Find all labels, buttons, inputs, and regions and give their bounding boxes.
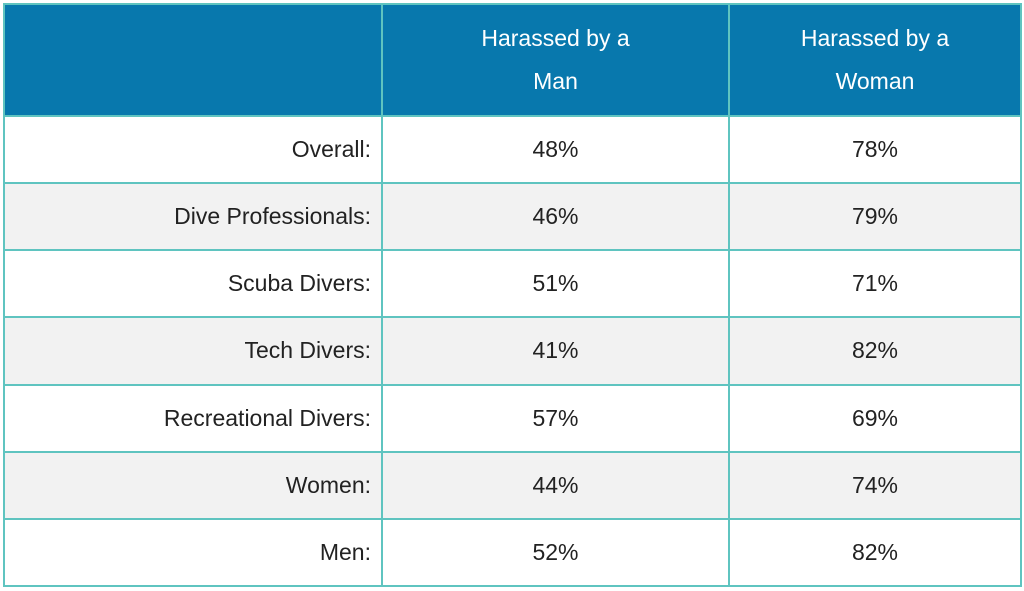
header-man-line-2: Man: [533, 68, 578, 94]
table-row: Dive Professionals: 46% 79%: [3, 182, 1022, 252]
table-row: Scuba Divers: 51% 71%: [3, 249, 1022, 319]
row-label-women: Women:: [3, 450, 383, 520]
tech-divers-man-value: 41%: [381, 316, 730, 386]
dive-professionals-woman-value: 79%: [728, 182, 1022, 252]
scuba-divers-man-value: 51%: [381, 249, 730, 319]
table-row: Recreational Divers: 57% 69%: [3, 383, 1022, 453]
header-row: Harassed by a Man Harassed by a Woman: [3, 3, 1022, 117]
recreational-divers-man-value: 57%: [381, 383, 730, 453]
harassment-table: Harassed by a Man Harassed by a Woman Ov…: [3, 3, 1022, 588]
table-row: Men: 52% 82%: [3, 517, 1022, 588]
row-label-men: Men:: [3, 517, 383, 588]
scuba-divers-woman-value: 71%: [728, 249, 1022, 319]
header-woman-line-2: Woman: [835, 68, 915, 94]
header-harassed-by-woman: Harassed by a Woman: [728, 3, 1022, 117]
overall-woman-value: 78%: [728, 114, 1022, 185]
row-label-recreational-divers: Recreational Divers:: [3, 383, 383, 453]
header-empty-cell: [3, 3, 383, 117]
table-row: Tech Divers: 41% 82%: [3, 316, 1022, 386]
row-label-dive-professionals: Dive Professionals:: [3, 182, 383, 252]
tech-divers-woman-value: 82%: [728, 316, 1022, 386]
row-label-tech-divers: Tech Divers:: [3, 316, 383, 386]
table-row: Overall: 48% 78%: [3, 114, 1022, 185]
recreational-divers-woman-value: 69%: [728, 383, 1022, 453]
row-label-scuba-divers: Scuba Divers:: [3, 249, 383, 319]
survey-table-container: Harassed by a Man Harassed by a Woman Ov…: [3, 3, 1022, 588]
women-woman-value: 74%: [728, 450, 1022, 520]
row-label-overall: Overall:: [3, 114, 383, 185]
header-woman-line-1: Harassed by a: [800, 25, 950, 51]
header-man-line-1: Harassed by a: [481, 25, 630, 51]
overall-man-value: 48%: [381, 114, 730, 185]
dive-professionals-man-value: 46%: [381, 182, 730, 252]
men-woman-value: 82%: [728, 517, 1022, 588]
women-man-value: 44%: [381, 450, 730, 520]
men-man-value: 52%: [381, 517, 730, 588]
header-harassed-by-man: Harassed by a Man: [381, 3, 730, 117]
table-row: Women: 44% 74%: [3, 450, 1022, 520]
